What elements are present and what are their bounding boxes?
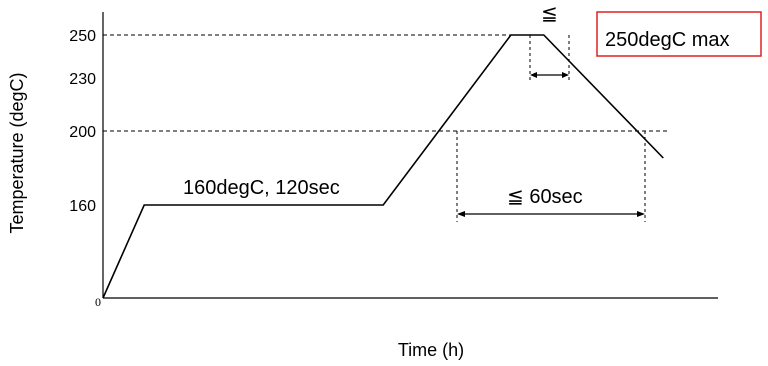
soak-annotation: 160degC, 120sec bbox=[183, 177, 340, 199]
y-tick-label: 250 bbox=[69, 28, 96, 45]
y-tick-labels: 0 160 200 230 250 bbox=[69, 28, 101, 309]
y-axis-title: Temperature (degC) bbox=[7, 72, 27, 233]
above200-annotation: ≦ 60sec bbox=[507, 186, 583, 208]
max-temp-annotation: 250degC max bbox=[605, 29, 730, 51]
y-tick-label: 230 bbox=[69, 71, 96, 88]
y-tick-label: 0 bbox=[95, 295, 101, 309]
max-temp-box bbox=[596, 11, 762, 57]
reference-lines bbox=[103, 34, 670, 132]
temperature-profile-line bbox=[102, 34, 664, 299]
x-axis-title: Time (h) bbox=[398, 340, 464, 360]
peak-hold-arrow bbox=[530, 72, 569, 78]
y-tick-label: 200 bbox=[69, 124, 96, 141]
above200-arrow bbox=[457, 211, 645, 217]
y-tick-label: 160 bbox=[69, 198, 96, 215]
peak-hold-annotation: ≦ bbox=[541, 3, 558, 25]
